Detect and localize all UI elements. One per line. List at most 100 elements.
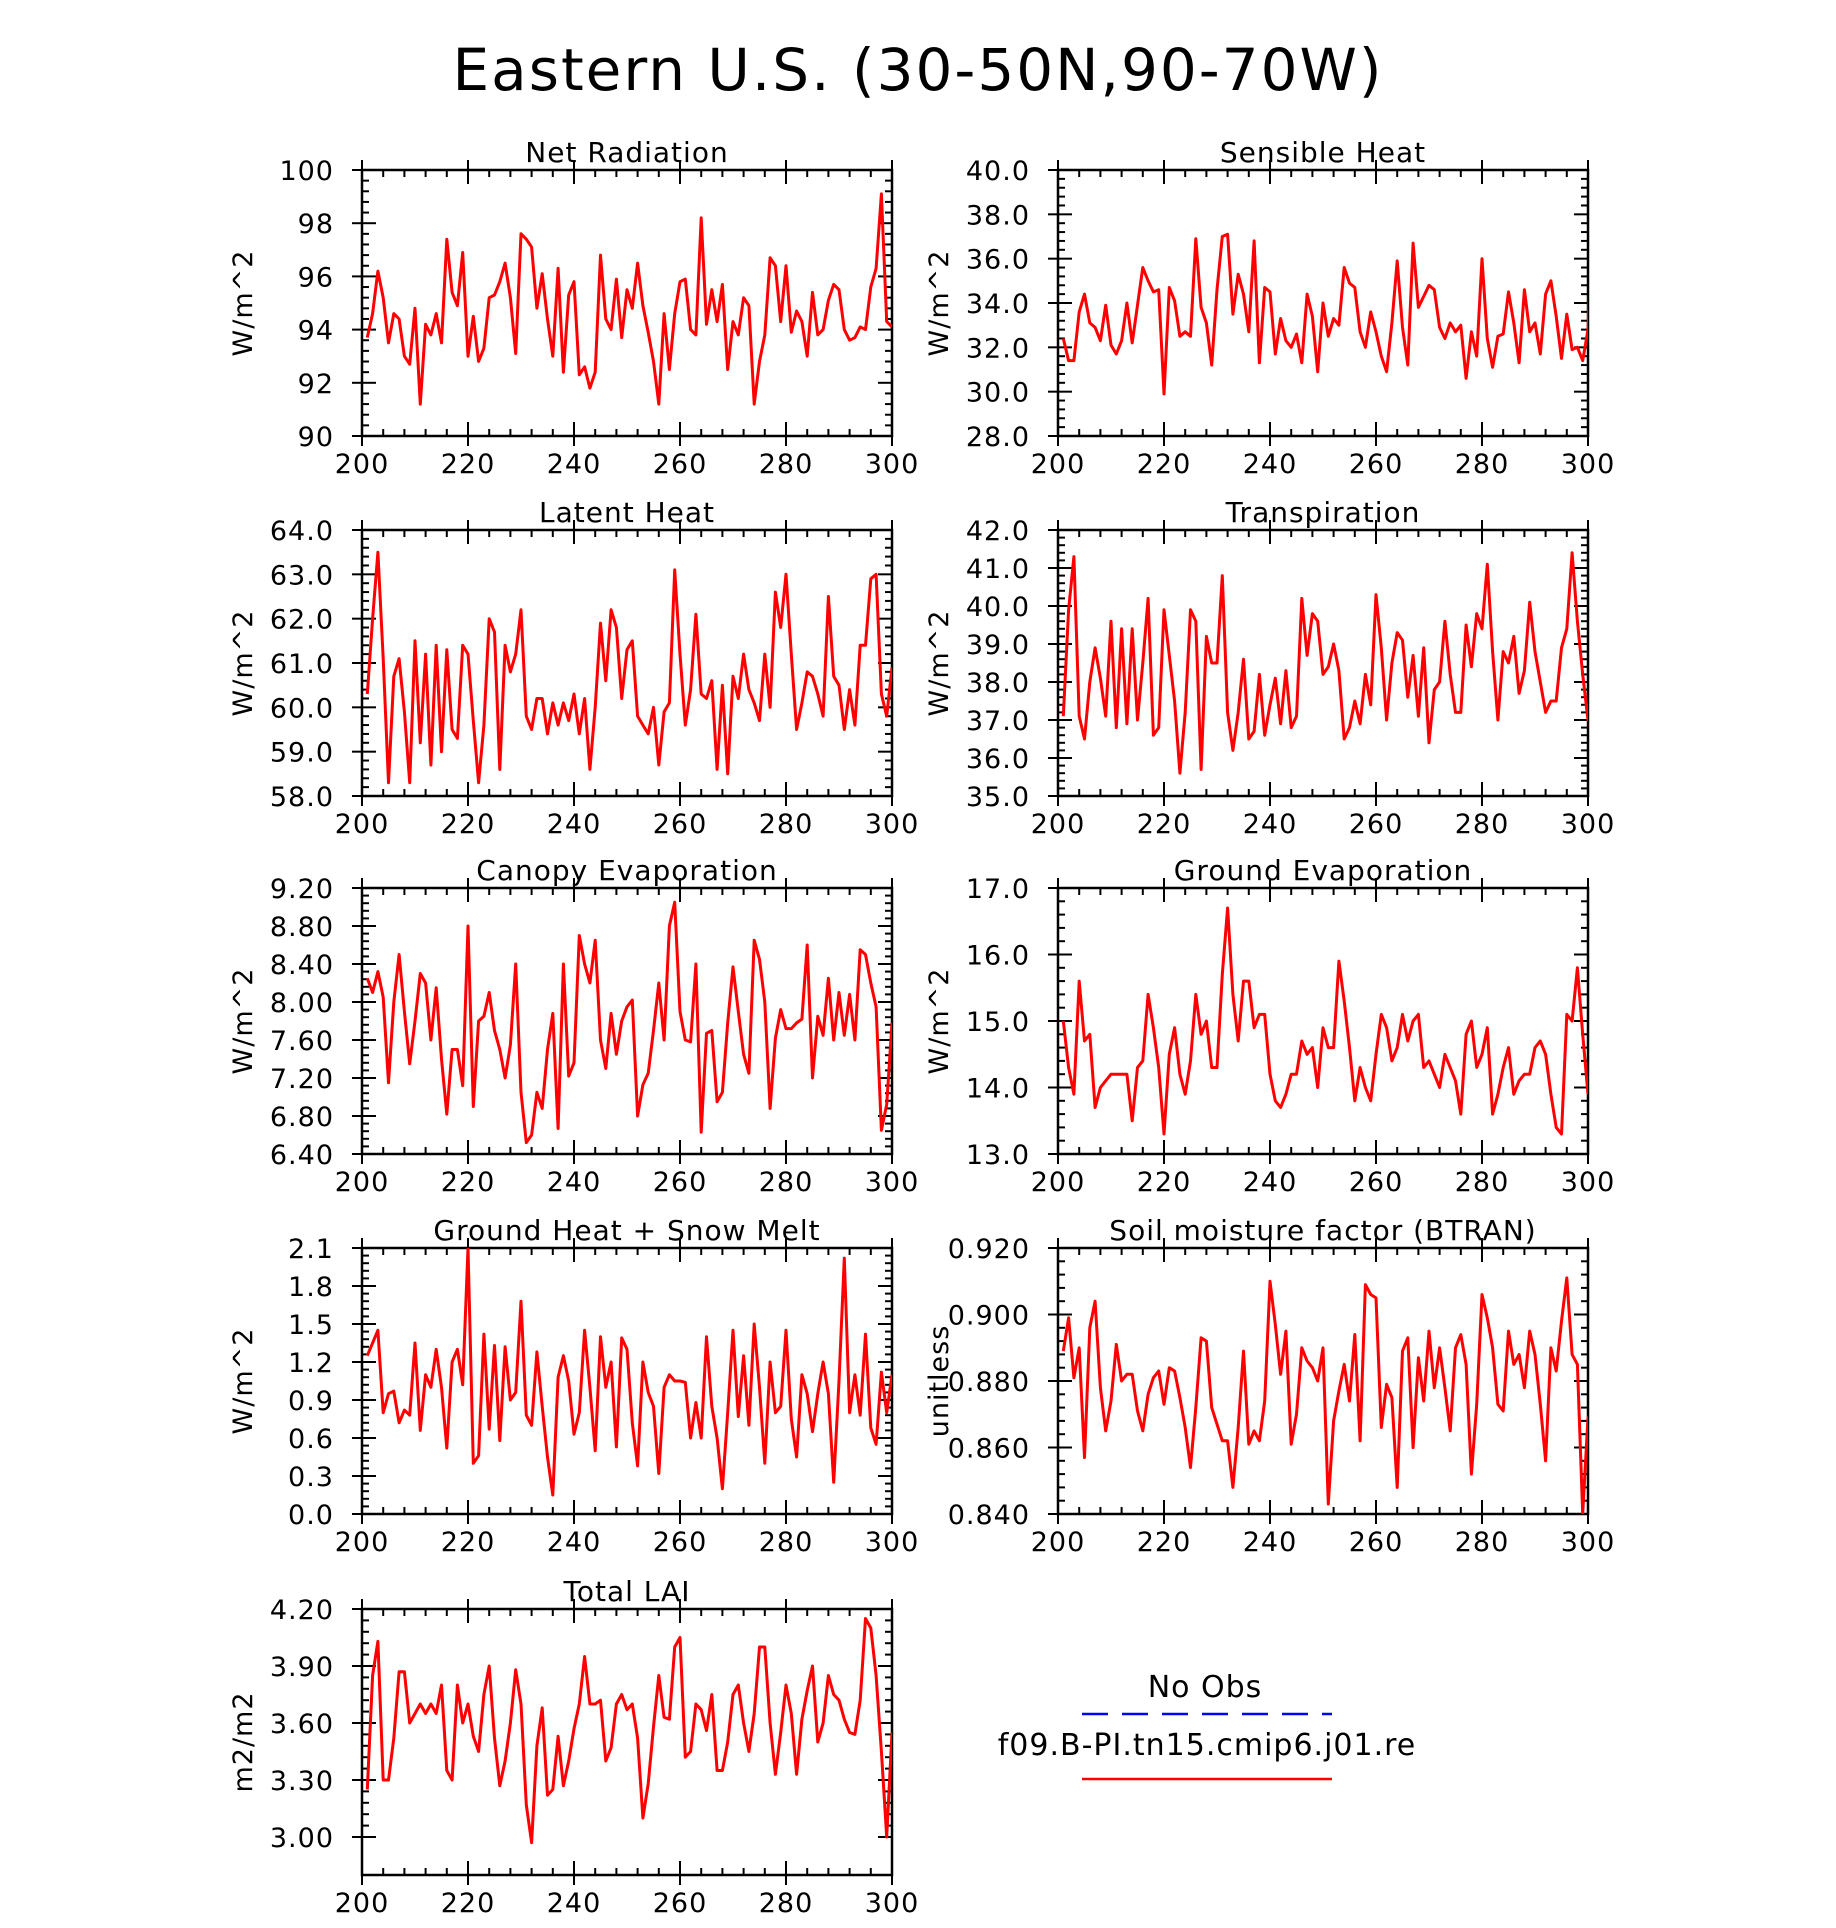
- y-tick-label: 28.0: [966, 422, 1030, 453]
- x-tick-label: 260: [1349, 1527, 1404, 1558]
- x-tick-label: 220: [441, 1527, 496, 1558]
- x-tick-label: 240: [1243, 1167, 1298, 1198]
- x-tick-label: 200: [335, 1527, 390, 1558]
- series-line: [365, 550, 892, 785]
- y-axis-label: unitless: [924, 1325, 955, 1438]
- y-tick-label: 0.9: [288, 1386, 334, 1417]
- plot-frame: [1056, 528, 1590, 798]
- x-tick-label: 300: [865, 1888, 920, 1919]
- panel-title: Latent Heat: [539, 496, 715, 529]
- y-tick-label: 1.8: [288, 1272, 334, 1303]
- y-tick-label: 7.60: [270, 1026, 334, 1057]
- y-tick-label: 6.40: [270, 1140, 334, 1171]
- x-tick-label: 280: [759, 1167, 814, 1198]
- x-tick-label: 260: [653, 809, 708, 840]
- y-tick-label: 0.840: [948, 1500, 1030, 1531]
- y-tick-label: 0.3: [288, 1462, 334, 1493]
- x-tick-label: 260: [1349, 1167, 1404, 1198]
- x-tick-label: 220: [1137, 1167, 1192, 1198]
- panel-title: Transpiration: [1225, 496, 1421, 529]
- x-tick-label: 240: [1243, 1527, 1298, 1558]
- x-tick-label: 240: [547, 809, 602, 840]
- x-tick-label: 220: [441, 1167, 496, 1198]
- x-tick-label: 280: [759, 1527, 814, 1558]
- y-tick-label: 8.80: [270, 912, 334, 943]
- y-tick-label: 0.920: [948, 1234, 1030, 1265]
- y-axis-label: W/m^2: [228, 610, 259, 717]
- y-tick-label: 1.2: [288, 1348, 334, 1379]
- x-tick-label: 280: [759, 809, 814, 840]
- y-tick-label: 40.0: [966, 592, 1030, 623]
- y-tick-label: 3.30: [270, 1766, 334, 1797]
- y-tick-label: 34.0: [966, 289, 1030, 320]
- x-tick-label: 240: [547, 1888, 602, 1919]
- y-tick-label: 38.0: [966, 200, 1030, 231]
- y-tick-label: 61.0: [270, 649, 334, 680]
- y-axis-label: W/m^2: [228, 250, 259, 357]
- x-tick-label: 240: [1243, 449, 1298, 480]
- y-tick-label: 0.900: [948, 1301, 1030, 1332]
- y-tick-label: 98: [298, 209, 334, 240]
- panel-title: Canopy Evaporation: [476, 854, 777, 887]
- x-tick-label: 200: [335, 1888, 390, 1919]
- series-line: [1061, 906, 1588, 1136]
- y-tick-label: 15.0: [966, 1007, 1030, 1038]
- y-tick-label: 7.20: [270, 1064, 334, 1095]
- series-line: [365, 1248, 892, 1497]
- x-tick-label: 220: [1137, 449, 1192, 480]
- chart-soil-moisture-factor-btran: 200 220 240 260 280 300 0.840 0.860 0.880 0.900 0.…: [924, 1214, 1614, 1558]
- chart-sensible-heat: 200 220 240 260 280 300 28.0 30.0 32.0 34.0 36.0 38…: [924, 136, 1614, 480]
- x-tick-label: 260: [1349, 449, 1404, 480]
- y-tick-label: 63.0: [270, 560, 334, 591]
- y-tick-label: 9.20: [270, 874, 334, 905]
- y-axis-label: W/m^2: [228, 1328, 259, 1435]
- x-tick-label: 200: [1031, 1527, 1086, 1558]
- x-tick-label: 220: [441, 809, 496, 840]
- panel-title: Ground Heat + Snow Melt: [433, 1214, 820, 1247]
- y-tick-label: 90: [298, 422, 334, 453]
- y-axis-label: W/m^2: [924, 250, 955, 357]
- x-tick-label: 300: [865, 449, 920, 480]
- x-tick-label: 240: [547, 1167, 602, 1198]
- y-tick-label: 59.0: [270, 738, 334, 769]
- x-tick-label: 280: [759, 449, 814, 480]
- x-tick-label: 240: [1243, 809, 1298, 840]
- panels: 200 220 240 260 280 300 90 92 94 96 98 100 Net Radia…: [228, 136, 1614, 1919]
- x-tick-label: 280: [759, 1888, 814, 1919]
- y-tick-label: 100: [279, 156, 334, 187]
- x-tick-label: 280: [1455, 809, 1510, 840]
- y-tick-label: 62.0: [270, 605, 334, 636]
- series-line: [1061, 551, 1588, 775]
- x-tick-label: 260: [653, 449, 708, 480]
- chart-ground-evaporation: 200 220 240 260 280 300 13.0 14.0 15.0 16.0 17.0 Gr…: [924, 854, 1614, 1198]
- chart-net-radiation: 200 220 240 260 280 300 90 92 94 96 98 100 Net Radia…: [228, 136, 920, 480]
- y-tick-label: 60.0: [270, 693, 334, 724]
- chart-latent-heat: 200 220 240 260 280 300 58.0 59.0 60.0 61.0 62.0 63…: [228, 496, 918, 840]
- panel-title: Net Radiation: [525, 136, 728, 169]
- y-tick-label: 58.0: [270, 782, 334, 813]
- y-tick-label: 0.0: [288, 1500, 334, 1531]
- y-tick-label: 14.0: [966, 1074, 1030, 1105]
- y-tick-label: 41.0: [966, 554, 1030, 585]
- x-tick-label: 200: [335, 809, 390, 840]
- x-tick-label: 280: [1455, 449, 1510, 480]
- plot-frame: [360, 1607, 894, 1877]
- x-tick-label: 220: [441, 1888, 496, 1919]
- plot-frame: [360, 886, 894, 1156]
- y-tick-label: 30.0: [966, 378, 1030, 409]
- plot-frame: [1056, 886, 1590, 1156]
- y-tick-label: 32.0: [966, 333, 1030, 364]
- y-tick-label: 3.90: [270, 1652, 334, 1683]
- y-tick-label: 40.0: [966, 156, 1030, 187]
- x-tick-label: 240: [547, 449, 602, 480]
- plot-frame: [360, 168, 894, 438]
- legend-model-label: f09.B-PI.tn15.cmip6.j01.re: [998, 1728, 1417, 1763]
- x-tick-label: 240: [547, 1527, 602, 1558]
- x-tick-label: 220: [441, 449, 496, 480]
- x-tick-label: 280: [1455, 1167, 1510, 1198]
- y-tick-label: 4.20: [270, 1595, 334, 1626]
- chart-transpiration: 200 220 240 260 280 300 35.0 36.0 37.0 38.0 39.0 40…: [924, 496, 1614, 840]
- y-tick-label: 0.860: [948, 1434, 1030, 1465]
- x-tick-label: 220: [1137, 809, 1192, 840]
- x-tick-label: 200: [1031, 809, 1086, 840]
